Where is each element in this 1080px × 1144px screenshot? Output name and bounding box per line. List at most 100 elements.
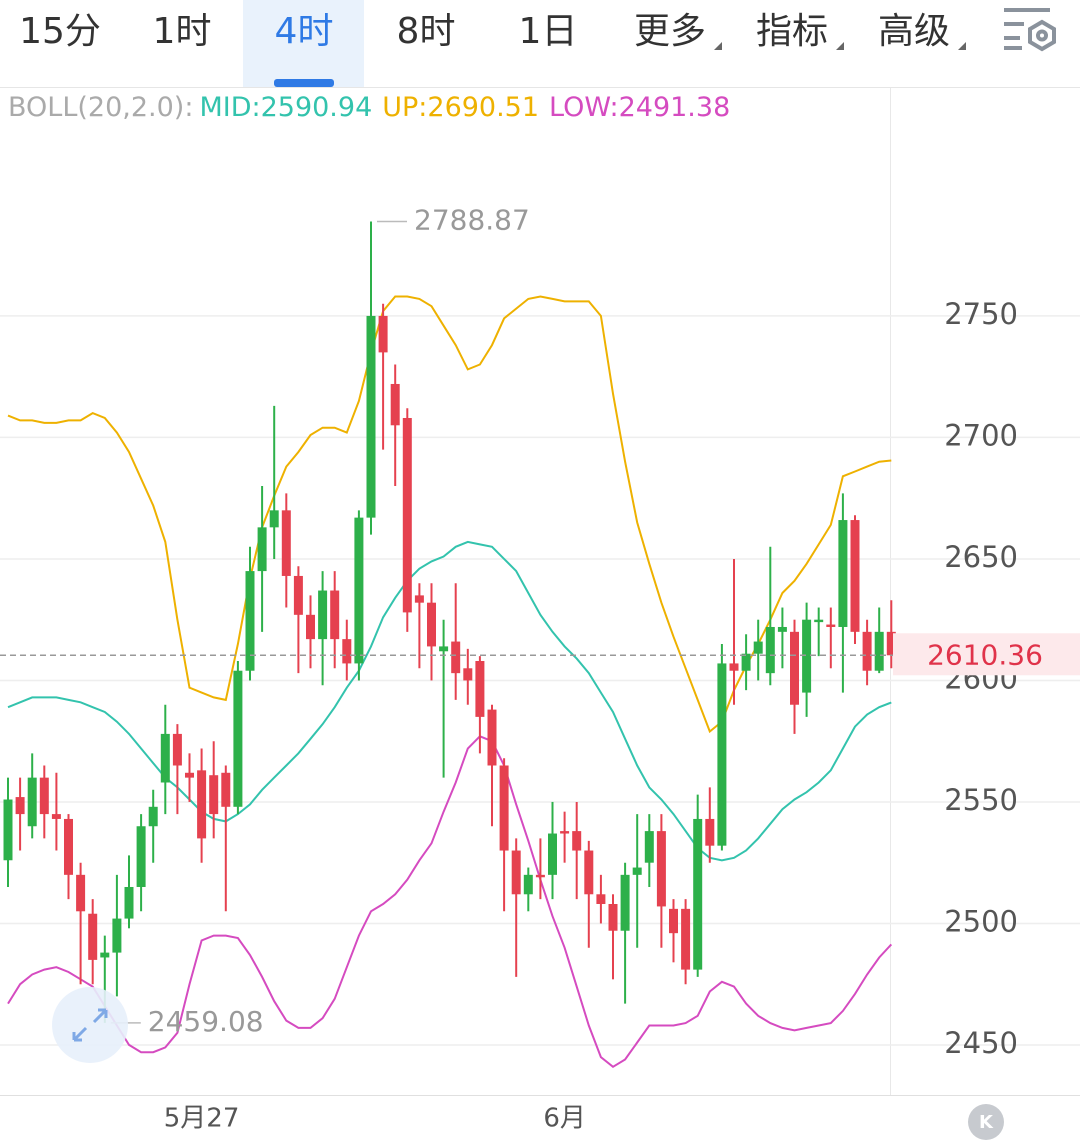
candle-body xyxy=(705,818,715,846)
candle-body xyxy=(681,908,691,970)
candle-body xyxy=(475,660,485,717)
candle-body xyxy=(790,631,799,705)
tab[interactable]: 4时 xyxy=(275,11,334,52)
candle-body xyxy=(608,904,618,931)
candle-body xyxy=(644,831,654,863)
candle-body xyxy=(269,510,279,528)
tab[interactable]: 指标 xyxy=(756,11,828,52)
candle-body xyxy=(777,626,787,632)
candle-body xyxy=(535,874,545,878)
legend-name: UP: xyxy=(382,92,427,123)
candle-body xyxy=(451,641,461,674)
tab[interactable]: 8时 xyxy=(397,11,456,52)
boll-line xyxy=(7,540,892,862)
candle-body xyxy=(717,663,727,846)
candle-body xyxy=(51,814,61,819)
candle-body xyxy=(136,826,146,887)
candle-body xyxy=(886,631,896,656)
candle-body xyxy=(354,517,364,664)
low-label: 2459.08 xyxy=(148,1005,264,1038)
candle-body xyxy=(64,818,73,875)
candle-body xyxy=(656,831,666,907)
candle-body xyxy=(560,831,570,834)
dropdown-caret xyxy=(714,42,722,50)
candle-body xyxy=(88,913,98,960)
candle-body xyxy=(499,765,509,851)
tab[interactable]: 更多 xyxy=(634,11,706,52)
y-tick-label: 2700 xyxy=(944,418,1018,452)
x-tick-label: 6月 xyxy=(543,1104,586,1134)
legend-value: 2590.94 xyxy=(261,92,373,123)
candle-body xyxy=(245,571,255,671)
candle-body xyxy=(862,631,872,671)
y-tick-label: 2750 xyxy=(944,297,1018,331)
tab[interactable]: 1日 xyxy=(519,11,578,52)
candle-body xyxy=(741,653,751,671)
candle-body xyxy=(669,908,678,934)
candle-body xyxy=(112,918,122,953)
candle-body xyxy=(427,602,436,647)
candle-body xyxy=(511,850,521,895)
candle-body xyxy=(366,315,376,518)
candle-body xyxy=(850,520,860,632)
candle-body xyxy=(838,520,848,627)
y-tick-label: 2650 xyxy=(944,540,1018,574)
candle-body xyxy=(632,867,642,875)
candle-body xyxy=(548,833,557,875)
candle-body xyxy=(753,641,763,654)
candle-body xyxy=(318,590,328,640)
legend-name: MID: xyxy=(199,92,260,123)
candle-body xyxy=(693,818,703,970)
candle-body xyxy=(124,886,134,919)
legend-name: LOW: xyxy=(549,92,619,123)
legend-value: 2491.38 xyxy=(619,92,731,123)
dropdown-caret xyxy=(836,42,844,50)
candle-body xyxy=(306,614,315,640)
candle-body xyxy=(330,590,340,640)
candle-body xyxy=(293,575,303,615)
candle-body xyxy=(596,894,606,905)
candle-body xyxy=(160,733,170,783)
candle-body xyxy=(76,874,86,912)
candle-body xyxy=(572,831,582,851)
dropdown-caret xyxy=(958,42,966,50)
expand-button[interactable] xyxy=(52,987,128,1063)
candle-body xyxy=(3,799,13,861)
candle-body xyxy=(729,663,739,671)
candle-body xyxy=(439,646,449,652)
candle-body xyxy=(27,777,37,827)
candle-body xyxy=(221,772,231,807)
candle-body xyxy=(281,510,291,576)
settings-icon[interactable] xyxy=(1004,8,1056,52)
candle-body xyxy=(148,806,158,827)
candle-body xyxy=(463,668,473,681)
y-tick-label: 2500 xyxy=(944,904,1018,938)
candle-body xyxy=(15,797,25,815)
tab-indicator xyxy=(274,79,334,87)
indicator-legend: BOLL(20,2.0): MID:2590.94 UP:2690.51 LOW:24… xyxy=(8,92,730,123)
candle-body xyxy=(257,527,267,572)
tab[interactable]: 1时 xyxy=(153,11,212,52)
candle-body xyxy=(402,417,412,613)
svg-text:K: K xyxy=(979,1112,994,1133)
high-label: 2788.87 xyxy=(414,203,530,236)
candle-body xyxy=(523,874,533,895)
candle-body xyxy=(802,619,812,693)
tab[interactable]: 高级 xyxy=(878,11,950,52)
boll-line xyxy=(7,735,893,1069)
indicator-name: BOLL(20,2.0): xyxy=(8,92,193,123)
k-button[interactable]: K xyxy=(968,1104,1004,1140)
tab[interactable]: 15分 xyxy=(19,11,101,52)
candle-body xyxy=(874,631,884,671)
price-label: 2610.36 xyxy=(927,638,1043,671)
candle-body xyxy=(197,770,207,839)
candle-body xyxy=(209,775,219,815)
candle-body xyxy=(390,383,400,426)
y-tick-label: 2550 xyxy=(944,783,1018,817)
candle-body xyxy=(39,777,49,815)
